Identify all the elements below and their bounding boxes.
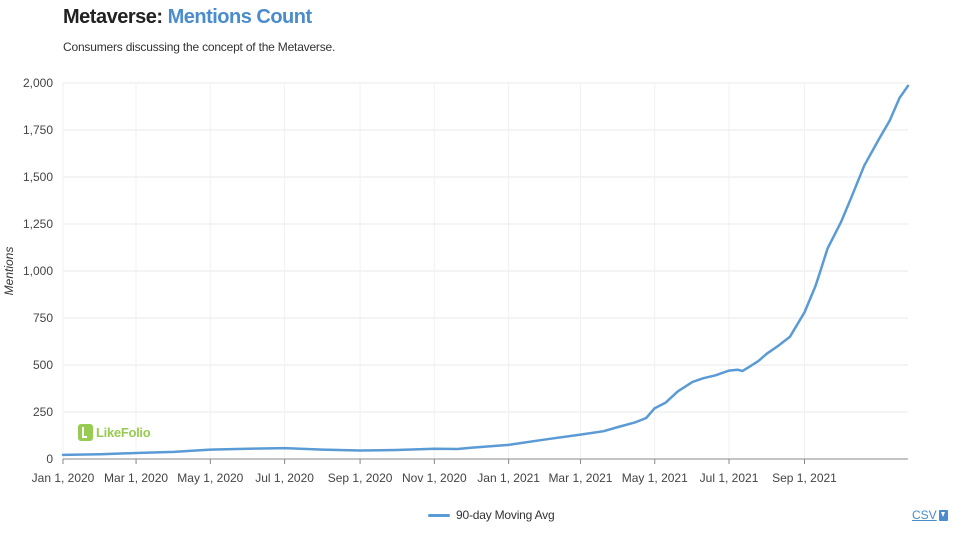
chart-title-prefix: Metaverse: — [63, 6, 168, 28]
y-tick-label: 750 — [33, 311, 53, 325]
chart-title-accent: Mentions Count — [167, 6, 313, 28]
y-tick-label: 0 — [46, 452, 53, 466]
y-tick-label: 1,000 — [23, 264, 53, 278]
y-tick-label: 1,250 — [23, 217, 53, 231]
chart-subtitle: Consumers discussing the concept of the … — [63, 40, 336, 54]
x-tick-label: Mar 1, 2020 — [104, 471, 168, 485]
x-tick-label: Jul 1, 2021 — [700, 471, 759, 485]
legend-label: 90-day Moving Avg — [456, 508, 555, 522]
y-tick-label: 1,500 — [23, 170, 53, 184]
likefolio-logo-text: LikeFolio — [96, 425, 151, 440]
x-tick-label: Mar 1, 2021 — [548, 471, 612, 485]
x-tick-label: May 1, 2021 — [622, 471, 688, 485]
y-axis-title: Mentions — [2, 247, 16, 296]
series-line-90-day-moving-avg — [61, 84, 910, 457]
x-tick-label: Sep 1, 2021 — [772, 471, 837, 485]
likefolio-logo: LikeFolio — [78, 424, 151, 441]
x-tick-label: Nov 1, 2020 — [402, 471, 467, 485]
csv-download-label: CSV — [912, 508, 937, 522]
chart-title: Metaverse: Mentions Count — [63, 6, 312, 29]
likefolio-logo-icon — [78, 424, 93, 441]
y-tick-label: 500 — [33, 358, 53, 372]
x-tick-label: Jan 1, 2020 — [32, 471, 95, 485]
x-tick-label: Jan 1, 2021 — [477, 471, 540, 485]
legend-swatch — [428, 513, 450, 517]
csv-download-link[interactable]: CSV — [912, 508, 948, 522]
x-tick-label: Sep 1, 2020 — [328, 471, 393, 485]
x-tick-label: May 1, 2020 — [177, 471, 243, 485]
x-tick-label: Jul 1, 2020 — [255, 471, 314, 485]
y-tick-label: 2,000 — [23, 76, 53, 90]
y-tick-label: 1,750 — [23, 123, 53, 137]
legend[interactable]: 90-day Moving Avg — [428, 508, 555, 522]
download-icon — [938, 509, 948, 521]
y-tick-label: 250 — [33, 405, 53, 419]
